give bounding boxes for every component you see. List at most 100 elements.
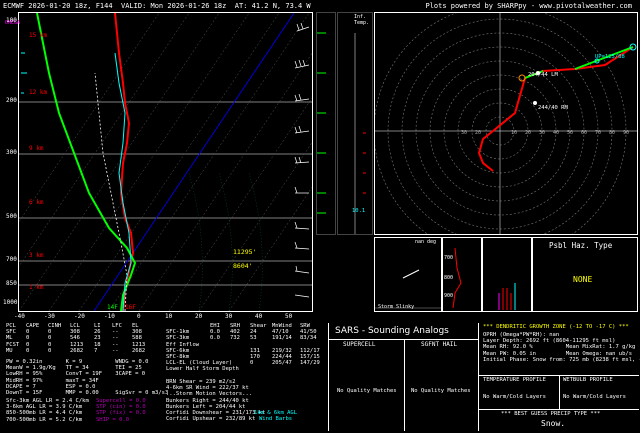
- omega-label: OMEGA: [5, 20, 21, 26]
- svg-text:20: 20: [475, 130, 481, 136]
- kinematics-cell: 47/10: [272, 329, 289, 336]
- lcl-level-label: 11295': [233, 248, 257, 256]
- lapse-rate-line: Sfc-3km AGL LR = 2.4 C/km: [6, 398, 89, 404]
- parcel-row: ML 0 0 546 23 -- 588: [6, 335, 160, 341]
- parcel-cell: 23: [94, 335, 101, 342]
- height-label-9km: 9 km: [29, 145, 44, 152]
- kinematics-cell: SFC-1km: [166, 329, 190, 336]
- kinematics-cell: 205/47: [272, 360, 292, 367]
- severe-index-line: STP (cin) = 0.0: [96, 404, 146, 411]
- height-label-15km: 15 km: [29, 32, 48, 39]
- pressure-label-100: 100: [6, 17, 17, 24]
- kinematics-row: SFC-6km 131 219/32 112/17: [166, 348, 328, 354]
- parcel-cell: 1213: [132, 341, 146, 348]
- sars-hail-label: SGFNT HAIL: [421, 341, 458, 348]
- precip-type-value: Snow.: [541, 419, 566, 428]
- svg-text:90: 90: [623, 130, 629, 136]
- inferred-temp-column: Inf. Temp. 10.1: [337, 12, 373, 235]
- dgz-panel: *** DENDRITIC GROWTH ZONE (-12 TO -17 C)…: [478, 323, 640, 431]
- svg-text:60: 60: [581, 130, 587, 136]
- dgz-line: Layer Depth: 2692 ft (8604-11295 ft msl): [483, 338, 616, 345]
- temp-label: 20: [195, 313, 203, 320]
- temp-profile-label: TEMPERATURE PROFILE: [483, 377, 546, 383]
- pressure-label-1000: 1000: [3, 299, 18, 306]
- kinematics-cell: 83/34: [300, 335, 317, 342]
- el-level-label: 8604': [233, 262, 253, 270]
- parcel-cell: 308: [70, 329, 80, 336]
- kinematics-cell: [282, 366, 295, 372]
- kinematics-line: Bunkers Left = 204/44 kt: [166, 403, 246, 410]
- kinematics-table: EHI SRH Shear MnWind SRW SFC-1km 0.0 402 24 47/10…: [166, 323, 328, 373]
- kinematics-cell: SFC-8km: [166, 354, 190, 361]
- severe-index-line: Supercell = 0.0: [96, 398, 146, 404]
- parcel-cell: --: [112, 347, 119, 354]
- dgz-title: *** DENDRITIC GROWTH ZONE (-12 TO -17 C)…: [483, 324, 629, 330]
- temp-label: 40: [255, 313, 263, 320]
- parcel-cell: 26: [94, 329, 101, 336]
- temp-label: -20: [74, 313, 85, 320]
- parcel-header-row: PCL CAPE CINH LCL LI LFC EL: [6, 323, 160, 329]
- skewt-plot: [19, 13, 312, 311]
- kinematics-cell: SFC-3km: [166, 335, 190, 342]
- kinematics-line: BRN Shear = 239 m2/s2: [166, 379, 236, 385]
- kinematics-col: SRW: [300, 323, 310, 329]
- p-label-900: 900: [444, 293, 454, 299]
- p-label-700: 700: [444, 255, 454, 261]
- kinematics-cell: [295, 366, 312, 372]
- wind-barbs-label: 1km & 6km AGL Wind Barbs: [254, 410, 298, 422]
- kinematics-row: Lower Half Storm Depth: [166, 366, 328, 372]
- parcel-cell: FCST: [6, 341, 20, 348]
- psbl-haz-panel: Psbl Haz. Type NONE: [532, 237, 638, 312]
- kinematics-line: Corfidi Downshear = 231/173 kt: [166, 410, 266, 417]
- dgz-line: Mean RH: 92.0 % Mean MixRat: 1.7 g/kg: [483, 344, 636, 351]
- parcel-cell: 0: [48, 347, 52, 354]
- severe-index-line: SHIP = 0.0: [96, 416, 130, 423]
- parcel-cell: 0: [48, 341, 52, 348]
- inferred-label: Inf.: [354, 14, 367, 20]
- sfc-temp-label: 16F: [125, 304, 136, 311]
- kinematics-cell: 191/14: [272, 335, 292, 342]
- hodograph-trace: [477, 46, 634, 172]
- parcel-col-el: EL: [132, 323, 139, 329]
- lapse-rate-line: 3-6km AGL LR = 3.9 C/km: [6, 404, 83, 411]
- parcel-cell: 546: [70, 335, 80, 342]
- parcel-cell: --: [112, 335, 119, 342]
- height-label-12km: 12 km: [29, 89, 48, 96]
- pressure-label-850: 850: [6, 280, 17, 287]
- column-value: 10.1: [352, 208, 366, 214]
- skewt-panel: OMEGA 15 km 12 km 9 km 6 km 3 km 1 km 11…: [5, 12, 313, 312]
- nan-deg-label: nan deg: [415, 239, 437, 245]
- temp-label: 0: [137, 313, 141, 320]
- pressure-label-700: 700: [6, 256, 17, 263]
- parcel-cell: 2682: [132, 347, 146, 354]
- wetbulb-warm-cold-layers: No Warm/Cold Layers: [563, 394, 626, 400]
- thermo-line: LowRH = 95% ConvT = 19F 3CAPE = 0: [6, 371, 146, 378]
- temp-label: -30: [44, 313, 55, 320]
- parcel-cell: 0: [26, 329, 30, 336]
- parcel-cell: ML: [6, 335, 13, 342]
- psbl-haz-value: NONE: [573, 275, 593, 284]
- kinematics-col: Shear: [250, 323, 267, 329]
- svg-text:10: 10: [511, 130, 517, 136]
- kinematics-col: MnWind: [272, 323, 292, 329]
- pressure-label-500: 500: [6, 213, 17, 220]
- lapse-rate-line: 850-500mb LR = 4.4 C/km: [6, 410, 83, 417]
- pressure-label-200: 200: [6, 97, 17, 104]
- svg-text:30: 30: [539, 130, 545, 136]
- parcel-cell: 0: [26, 335, 30, 342]
- parcel-row: MU 0 0 2682 7 -- 2682: [6, 348, 160, 354]
- kinematics-row: SFC-8km 170 224/44 157/15: [166, 354, 328, 360]
- kinematics-cell: 53: [250, 335, 257, 342]
- thermo-line: PW = 0.32in K = 9 WNDG = 0.0: [6, 359, 149, 365]
- kinematics-cell: 0.0: [210, 329, 220, 336]
- parcel-cell: --: [112, 329, 119, 336]
- storm-slinky-label: Storm Slinky: [378, 304, 415, 310]
- sfc-dewpoint-label: 14F: [107, 304, 118, 311]
- kinematics-cell: 147/29: [300, 360, 320, 367]
- kinematics-col: EHI: [210, 323, 220, 329]
- temp-label: -10: [104, 313, 115, 320]
- thermo-line: MeanW = 1.9g/Kg TT = 34 TEI = 25: [6, 365, 142, 372]
- parcel-cell: 0: [48, 335, 52, 342]
- sars-panel: SARS - Sounding Analogs SUPERCELL SGFNT …: [328, 323, 479, 431]
- kinematics-lines: BRN Shear = 239 m2/s2 4-6km SR Wind = 222…: [166, 379, 286, 422]
